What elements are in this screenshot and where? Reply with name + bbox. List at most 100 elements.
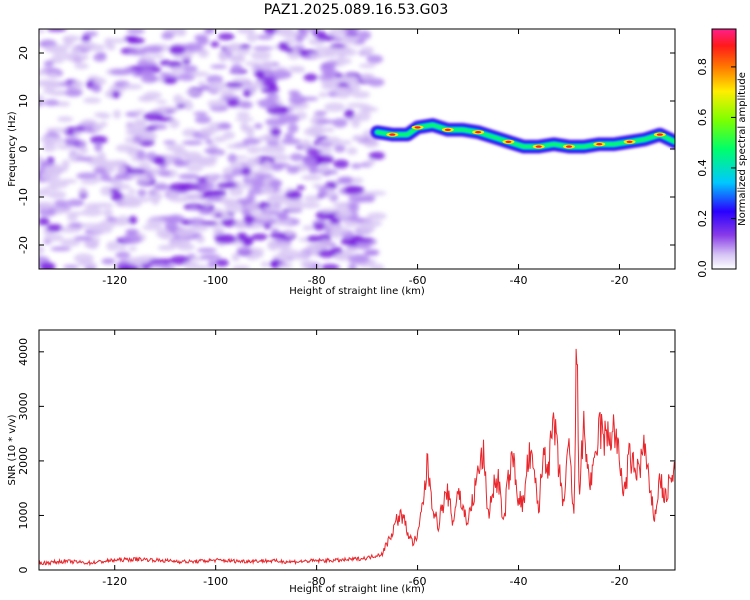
- spectrogram-noise-cell: [100, 172, 111, 182]
- spectrogram-noise-cell: [357, 30, 371, 40]
- spectrogram-noise-cell: [169, 241, 181, 247]
- spectrogram-noise-cell: [267, 240, 280, 251]
- spectrogram-x-tick-label: -120: [102, 274, 127, 287]
- spectrogram-noise-cell: [171, 66, 183, 75]
- spectrogram-noise-cell: [182, 65, 198, 73]
- spectrogram-noise-cell: [173, 148, 189, 158]
- spectrogram-noise-cell: [267, 195, 289, 205]
- spectrogram-noise-cell: [278, 113, 300, 124]
- spectrogram-noise-cell: [169, 118, 180, 129]
- spectrogram-noise-cell: [210, 41, 220, 48]
- spectrogram-noise-cell: [359, 104, 373, 114]
- spectrogram-noise-cell: [136, 177, 151, 183]
- spectrogram-noise-cell: [346, 147, 358, 155]
- spectrogram-noise-cell: [108, 38, 127, 44]
- spectrogram-noise-cell: [287, 123, 299, 134]
- spectrogram-noise-cell: [242, 137, 261, 145]
- spectrogram-noise-cell: [329, 43, 347, 49]
- spectrogram-noise-cell: [360, 73, 375, 81]
- spectrogram-noise-cell: [168, 60, 182, 69]
- snr-x-ticks: -120 -100 -80 -60 -40 -20: [102, 330, 628, 588]
- spectrogram-noise-cell: [263, 206, 284, 212]
- spectrogram-noise-cell: [218, 52, 228, 63]
- spectrogram-noise-cell: [360, 46, 375, 55]
- spectrogram-noise-cell: [39, 217, 50, 226]
- spectrogram-noise-cell: [308, 52, 331, 59]
- spectrogram-noise-cell: [78, 187, 87, 195]
- spectrogram-noise-cell: [73, 235, 94, 241]
- colorbar-ticks: 0.0 0.2 0.4 0.6 0.8: [696, 28, 737, 278]
- spectrogram-noise-cell: [348, 203, 360, 213]
- spectrogram-noise-cell: [326, 45, 336, 55]
- spectrogram-noise-cell: [173, 160, 190, 167]
- spectrogram-noise-cell: [46, 224, 64, 233]
- spectrogram-noise-cell: [43, 233, 64, 242]
- spectrogram-noise-cell: [167, 190, 179, 200]
- snr-y-tick-label: 2000: [17, 447, 30, 475]
- spectrogram-noise-cell: [145, 218, 166, 226]
- spectrogram-noise-cell: [284, 190, 303, 200]
- spectrogram-noise-cell: [343, 109, 355, 119]
- spectrogram-noise-cell: [197, 81, 206, 86]
- spectrogram-noise-cell: [110, 68, 133, 76]
- spectrogram-noise-cell: [324, 102, 346, 112]
- spectrogram-noise-cell: [113, 175, 129, 180]
- spectrogram-noise-cell: [335, 89, 351, 99]
- spectrogram-noise-cell: [39, 201, 56, 210]
- signal-track-peak-core: [566, 145, 572, 148]
- spectrogram-noise-cell: [122, 83, 143, 90]
- spectrogram-noise-cell: [203, 148, 220, 154]
- spectrogram-noise-cell: [319, 62, 336, 73]
- spectrogram-noise-cell: [159, 231, 175, 240]
- spectrogram-noise-cell: [242, 89, 252, 98]
- spectrogram-noise-cell: [69, 222, 84, 229]
- spectrogram-noise-cell: [366, 54, 384, 64]
- spectrogram-noise-cell: [42, 79, 61, 90]
- spectrogram-noise-cell: [232, 77, 251, 84]
- spectrogram-noise-cell: [45, 164, 61, 175]
- spectrogram-noise-cell: [288, 65, 305, 71]
- spectrogram-noise-cell: [39, 29, 46, 34]
- spectrogram-noise-cell: [157, 170, 172, 177]
- spectrogram-noise-cell: [192, 111, 208, 116]
- spectrogram-noise-cell: [47, 190, 67, 199]
- spectrogram-noise-cell: [269, 179, 282, 186]
- spectrogram-noise-cell: [277, 211, 289, 221]
- spectrogram-noise-cell: [364, 193, 376, 203]
- spectrogram-noise-cell: [251, 233, 268, 241]
- spectrogram-noise-cell: [316, 119, 337, 124]
- spectrogram-noise-cell: [54, 199, 69, 208]
- spectrogram-noise-cell: [222, 167, 233, 177]
- spectrogram-noise-cell: [140, 74, 158, 84]
- spectrogram-noise-cell: [368, 151, 385, 160]
- spectrogram-noise-cell: [231, 265, 251, 269]
- spectrogram-noise-cell: [351, 90, 371, 99]
- spectrogram-noise-cell: [94, 142, 103, 153]
- spectrogram-noise-cell: [230, 63, 243, 74]
- snr-x-tick-label: -80: [308, 575, 326, 588]
- spectrogram-noise-cell: [332, 118, 348, 128]
- spectrogram-noise-cell: [42, 143, 57, 153]
- spectrogram-noise-cell: [199, 160, 209, 166]
- spectrogram-noise-cell: [341, 35, 357, 45]
- spectrogram-noise-cell: [142, 224, 163, 231]
- spectrogram-noise-cell: [214, 213, 223, 218]
- spectrogram-noise-cell: [76, 172, 98, 180]
- spectrogram-noise-cell: [295, 34, 304, 43]
- spectrogram-noise-cell: [274, 29, 285, 36]
- spectrogram-noise-cell: [74, 63, 89, 70]
- spectrogram-noise-cell: [173, 94, 183, 104]
- snr-y-tick-label: 0: [17, 567, 30, 574]
- snr-y-label: SNR (10 * v/v): [7, 414, 18, 485]
- spectrogram-noise-cell: [206, 174, 217, 184]
- spectrogram-noise-cell: [128, 35, 139, 41]
- spectrogram-noise-cell: [65, 211, 88, 216]
- spectrogram-noise-cell: [79, 41, 96, 50]
- spectrogram-noise-cell: [162, 216, 181, 224]
- spectrogram-noise-cell: [90, 135, 108, 145]
- spectrogram-noise-cell: [256, 34, 274, 40]
- spectrogram-noise-cell: [186, 253, 196, 259]
- spectrogram-noise-cell: [62, 36, 74, 44]
- spectrogram-y-ticks: -20 -10 0 10 20: [17, 46, 675, 254]
- spectrogram-noise-cell: [100, 185, 115, 196]
